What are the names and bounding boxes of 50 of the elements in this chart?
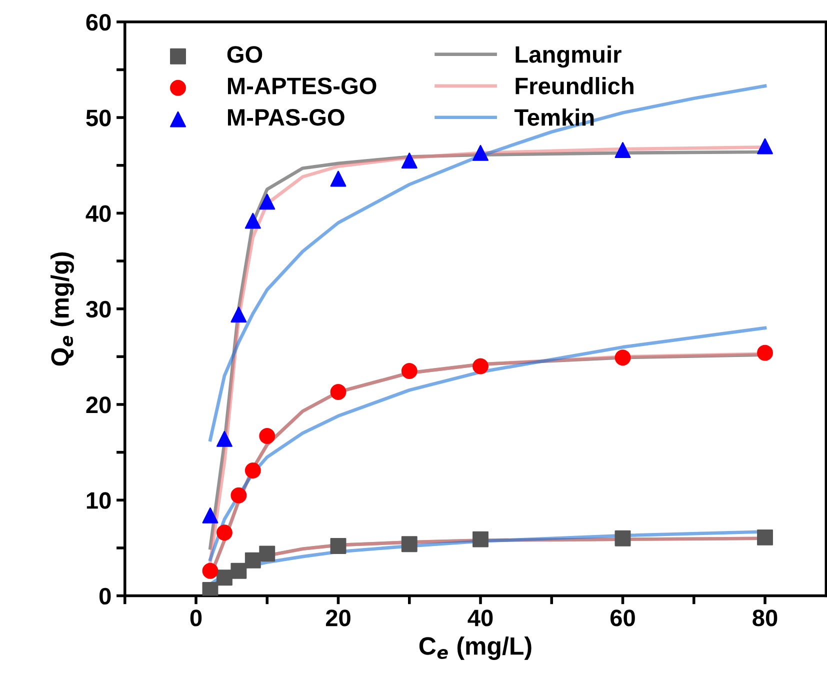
point bbox=[230, 562, 247, 579]
y-tick-label: 40 bbox=[86, 205, 111, 222]
x-tick-label: 80 bbox=[752, 610, 778, 626]
point bbox=[330, 384, 346, 400]
legend-label: M-APTES-GO bbox=[228, 78, 376, 94]
point bbox=[202, 582, 218, 596]
point bbox=[614, 142, 631, 158]
point bbox=[472, 531, 488, 548]
y-tick-label: 0 bbox=[99, 588, 111, 605]
point bbox=[401, 536, 418, 552]
point bbox=[472, 358, 488, 374]
point bbox=[401, 363, 418, 379]
point bbox=[401, 152, 418, 169]
y-tick-label: 10 bbox=[86, 492, 111, 509]
point bbox=[259, 428, 276, 444]
point bbox=[614, 530, 631, 546]
point bbox=[244, 462, 261, 478]
point bbox=[330, 170, 346, 187]
point bbox=[216, 430, 232, 447]
legend-label: M-PAS-GO bbox=[228, 109, 344, 126]
x-tick-label: 20 bbox=[326, 610, 350, 626]
point bbox=[202, 562, 218, 579]
point bbox=[202, 507, 218, 524]
x-tick-label: 60 bbox=[610, 610, 635, 626]
legend-label: Freundlich bbox=[516, 77, 634, 94]
x-tick-label: 0 bbox=[190, 610, 202, 626]
point bbox=[244, 212, 261, 229]
legend-label: Temkin bbox=[514, 108, 594, 126]
legend-label: Langmuir bbox=[516, 46, 622, 68]
x-tick-label: 40 bbox=[468, 610, 493, 626]
point bbox=[614, 350, 631, 366]
point bbox=[230, 306, 247, 323]
point bbox=[216, 570, 232, 586]
y-axis-title: Q$_{e}$ (mg/g) bbox=[50, 252, 74, 366]
point bbox=[216, 524, 232, 541]
point bbox=[259, 546, 276, 562]
point bbox=[244, 552, 261, 568]
point bbox=[472, 144, 488, 161]
point bbox=[330, 538, 346, 554]
point bbox=[757, 138, 773, 154]
y-tick-label: 60 bbox=[86, 14, 111, 31]
y-tick-label: 30 bbox=[86, 300, 111, 318]
y-tick-label: 50 bbox=[86, 110, 111, 126]
point bbox=[230, 487, 247, 504]
point bbox=[757, 529, 773, 546]
point bbox=[757, 344, 773, 361]
point bbox=[259, 194, 276, 210]
x-axis-title: C$_{e}$ (mg/L) bbox=[419, 636, 532, 660]
y-tick-label: 20 bbox=[86, 396, 111, 414]
legend-label: GO bbox=[227, 46, 262, 63]
